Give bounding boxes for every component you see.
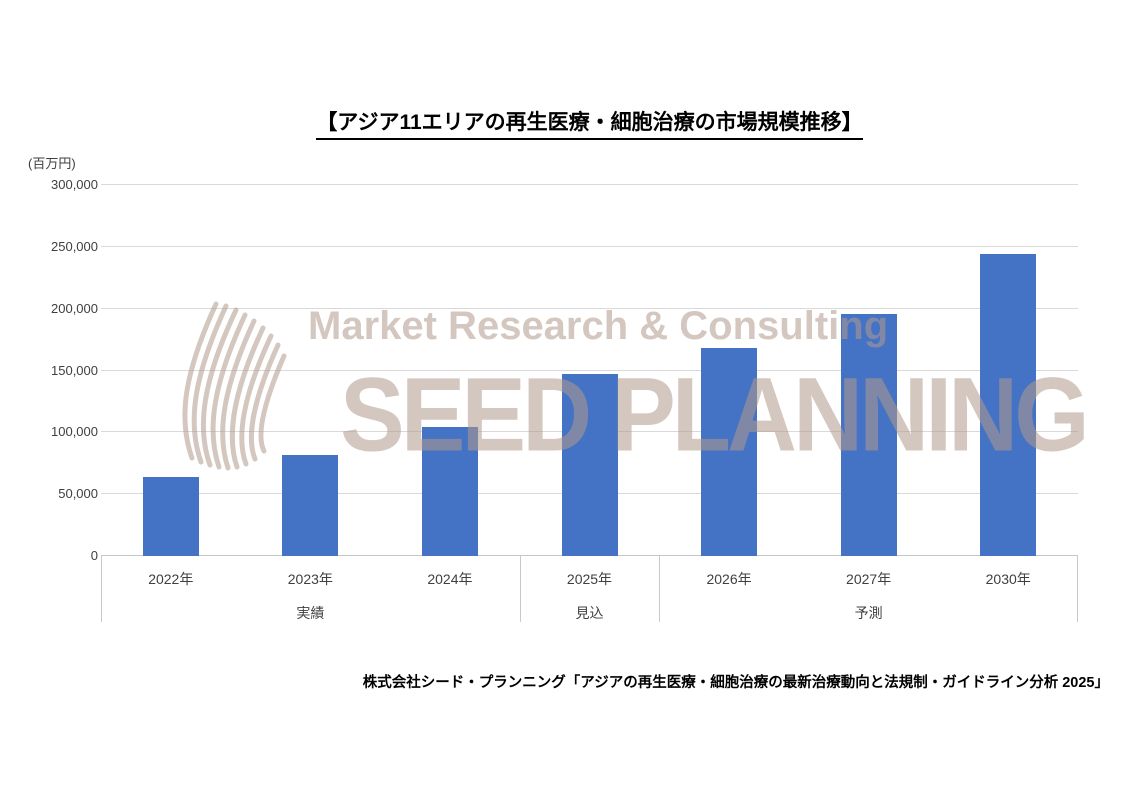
x-tick-label-2027年: 2027年 [846, 571, 892, 587]
y-tick-label: 100,000 [51, 424, 98, 440]
bar-2030年 [980, 254, 1037, 556]
x-tick-label-2022年: 2022年 [148, 571, 194, 587]
group-label-予測: 予測 [854, 605, 883, 621]
gridline-200,000 [101, 307, 1078, 309]
bar-2023年 [282, 454, 339, 556]
bar-2022年 [142, 476, 199, 556]
gridline-150,000 [101, 369, 1078, 371]
category-divider [519, 556, 521, 622]
y-tick-label: 50,000 [58, 486, 98, 502]
y-axis-unit-label: (百万円) [28, 156, 76, 171]
title-container: 【アジア11エリアの再生医療・細胞治療の市場規模推移】 [101, 106, 1078, 140]
gridline-300,000 [101, 184, 1078, 185]
category-divider [1077, 556, 1078, 622]
x-tick-label-2026年: 2026年 [706, 571, 752, 587]
category-divider [101, 556, 102, 622]
bar-2024年 [421, 427, 478, 556]
y-tick-label: 0 [90, 548, 98, 563]
category-divider [659, 556, 661, 622]
chart-title: 【アジア11エリアの再生医療・細胞治療の市場規模推移】 [316, 106, 863, 140]
y-tick-label: 250,000 [51, 238, 98, 254]
x-tick-label-2025年: 2025年 [566, 571, 613, 587]
bar-2025年 [561, 374, 618, 556]
y-tick-label: 200,000 [51, 300, 98, 316]
x-tick-label-2024年: 2024年 [427, 571, 473, 587]
x-tick-label-2023年: 2023年 [287, 571, 333, 587]
source-citation: 株式会社シード・プランニング「アジアの再生医療・細胞治療の最新治療動向と法規制・… [362, 675, 1109, 691]
x-tick-label-2030年: 2030年 [985, 571, 1031, 587]
bar-2026年 [701, 348, 758, 556]
x-axis: 2022年 2023年 2024年 2025年 2026年 2027年 2030年実績 見込 予… [101, 556, 1078, 622]
y-tick-label: 300,000 [51, 177, 98, 192]
plot-area [101, 184, 1078, 556]
bar-2027年 [840, 313, 897, 556]
gridline-250,000 [101, 245, 1078, 247]
group-label-見込: 見込 [575, 605, 604, 621]
group-label-実績: 実績 [296, 605, 325, 621]
y-tick-label: 150,000 [51, 362, 98, 378]
